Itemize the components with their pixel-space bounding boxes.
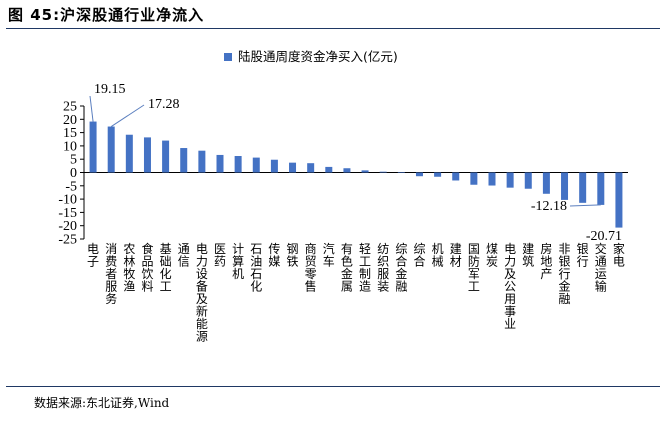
x-tick-label: 农林牧渔	[123, 242, 135, 294]
bar-19	[415, 172, 423, 177]
x-tick-label: 石油石化	[250, 242, 262, 294]
x-tick-label: 食品饮料	[141, 241, 153, 294]
data-label: 19.15	[94, 82, 126, 97]
x-tick-label: 建材	[450, 242, 462, 269]
source-note: 数据来源:东北证券,Wind	[34, 396, 170, 410]
bar-18	[397, 172, 405, 173]
y-tick-label: 5	[70, 153, 77, 168]
x-tick-label: 传媒	[268, 241, 280, 269]
bar-2	[107, 126, 115, 173]
data-label: 17.28	[148, 97, 180, 112]
bar-25	[524, 172, 532, 189]
bar-14	[325, 166, 333, 173]
figure-title: 图 45:沪深股通行业净流入	[8, 6, 205, 24]
x-tick-label: 通信	[178, 242, 190, 269]
data-label-leader	[89, 95, 94, 122]
y-tick-label: 10	[63, 139, 77, 154]
bar-9	[234, 156, 242, 173]
data-label: -20.71	[586, 229, 622, 244]
y-tick-label: 0	[70, 166, 77, 181]
x-tick-label: 钢铁	[287, 242, 299, 269]
bar-13	[307, 163, 315, 173]
bar-5	[162, 140, 170, 173]
bar-22	[470, 172, 478, 185]
x-tick-label: 综合	[413, 242, 425, 269]
legend-swatch	[224, 53, 232, 61]
bar-28	[579, 172, 587, 203]
data-label-leader	[110, 104, 145, 127]
data-label-leader	[569, 204, 601, 207]
bar-3	[125, 134, 133, 173]
x-tick-label: 商贸零售	[305, 241, 317, 294]
x-tick-label: 计算机	[232, 242, 244, 281]
x-tick-label: 纺织服装	[377, 242, 389, 294]
y-tick-label: -10	[58, 193, 77, 208]
x-tick-label: 家电	[613, 241, 625, 269]
x-tick-label: 非银行金融	[559, 242, 571, 306]
y-tick-label: 20	[63, 113, 77, 128]
bar-16	[361, 170, 369, 173]
x-tick-label: 消费者服务	[105, 242, 117, 306]
x-tick-label: 房地产	[540, 241, 552, 281]
x-axis-labels: 电子消费者服务农林牧渔食品饮料基础化工通信电力设备及新能源医药计算机石油石化传媒…	[87, 241, 625, 344]
bar-20	[434, 172, 442, 177]
data-label: -12.18	[531, 199, 567, 214]
x-tick-label: 电子	[87, 242, 99, 269]
y-tick-label: -15	[58, 206, 77, 221]
bar-23	[488, 172, 496, 186]
bar-4	[143, 137, 151, 173]
y-tick-label: -5	[65, 179, 77, 194]
x-tick-label: 综合金融	[395, 242, 407, 294]
y-tick-label: -25	[58, 233, 77, 248]
bar-15	[343, 168, 351, 173]
x-tick-label: 建筑	[522, 242, 534, 269]
bar-26	[542, 172, 550, 194]
bar-10	[252, 157, 260, 173]
x-tick-label: 有色金属	[341, 242, 353, 294]
x-tick-label: 银行	[577, 242, 589, 269]
x-tick-label: 汽车	[323, 241, 335, 269]
bar-8	[216, 154, 224, 173]
bar-6	[180, 148, 188, 173]
x-tick-label: 医药	[214, 242, 226, 269]
bar-21	[452, 172, 460, 181]
title-rule	[6, 28, 660, 29]
bars	[89, 121, 623, 228]
x-tick-label: 煤炭	[486, 242, 498, 269]
x-tick-label: 基础化工	[160, 242, 172, 294]
legend: 陆股通周度资金净买入(亿元)	[224, 49, 398, 64]
bar-1	[89, 121, 97, 173]
data-labels: 19.15 17.28 -12.18 -20.71	[89, 82, 622, 244]
source-rule	[6, 386, 660, 387]
bar-7	[198, 150, 206, 173]
x-tick-label: 机械	[432, 242, 444, 269]
bar-chart: 陆股通周度资金净买入(亿元) 2520151050-5-10-15-20-25 …	[58, 49, 628, 344]
bar-27	[561, 172, 569, 200]
x-tick-label: 电力设备及新能源	[196, 242, 208, 344]
y-tick-label: -20	[58, 219, 77, 234]
bar-17	[379, 171, 387, 173]
x-tick-label: 国防军工	[468, 242, 480, 294]
bar-29	[597, 172, 605, 205]
bar-11	[270, 159, 278, 173]
x-tick-label: 轻工制造	[359, 242, 371, 294]
y-tick-label: 15	[63, 126, 77, 141]
bar-30	[615, 172, 623, 228]
y-tick-label: 25	[63, 100, 77, 115]
x-tick-label: 电力及公用事业	[504, 242, 516, 331]
bar-24	[506, 172, 514, 188]
legend-label: 陆股通周度资金净买入(亿元)	[238, 49, 398, 64]
x-tick-label: 交通运输	[595, 241, 607, 294]
bar-12	[289, 162, 297, 173]
